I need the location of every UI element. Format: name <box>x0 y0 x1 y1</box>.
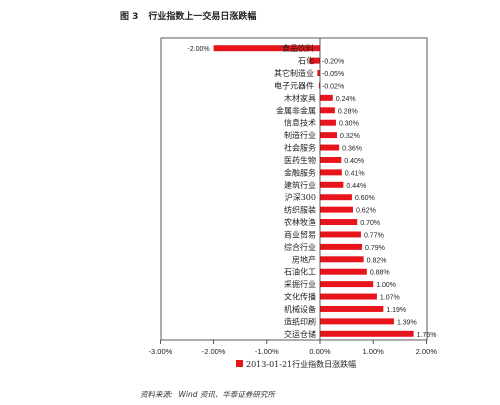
value-label: 0.36% <box>342 146 362 153</box>
bar <box>317 70 320 77</box>
category-label: 建筑行业 <box>284 180 316 190</box>
value-label: 1.07% <box>380 295 400 302</box>
value-label: 1.76% <box>417 332 437 339</box>
bar <box>320 256 364 263</box>
bar <box>320 231 361 238</box>
bar <box>320 268 367 275</box>
x-tick-label: -2.00% <box>202 347 226 356</box>
bar <box>320 305 384 312</box>
category-label: 医药生物 <box>284 155 316 165</box>
value-label: 0.82% <box>367 257 387 264</box>
value-label: -0.20% <box>322 59 344 66</box>
category-label: 房地产 <box>292 254 316 264</box>
category-label: 沪深300 <box>285 192 316 202</box>
x-tick-label: -1.00% <box>255 347 279 356</box>
figure-title-text: 行业指数上一交易日涨跌幅 <box>148 12 257 22</box>
category-label: 交运仓储 <box>284 329 316 339</box>
value-label: 0.62% <box>356 208 376 215</box>
bar <box>320 107 335 114</box>
bar <box>320 144 340 151</box>
value-label: 0.79% <box>365 245 385 252</box>
x-tick-label: 2.00% <box>416 347 438 356</box>
category-label: 金属非金属 <box>276 105 316 115</box>
bar <box>320 94 333 101</box>
x-tick-label: 1.00% <box>363 347 385 356</box>
category-label: 其它制造业 <box>274 68 314 78</box>
value-label: -0.02% <box>322 83 344 90</box>
category-label: 社会服务 <box>284 143 316 153</box>
value-label: -2.00% <box>187 46 209 53</box>
bar <box>320 318 394 325</box>
value-label: 0.70% <box>360 220 380 227</box>
value-label: 1.00% <box>376 282 396 289</box>
category-label: 制造行业 <box>284 130 316 140</box>
bar <box>320 156 342 163</box>
bar <box>320 132 338 139</box>
category-label: 电子元器件 <box>274 80 314 90</box>
plot-frame <box>160 37 428 341</box>
legend-label: 2013-01-21行业指数日涨跌幅 <box>246 359 356 369</box>
value-label: 0.40% <box>344 158 364 165</box>
value-label: -0.05% <box>322 71 344 78</box>
bar <box>320 330 414 337</box>
value-label: 0.24% <box>336 96 356 103</box>
x-tick-label: 0.00% <box>309 347 331 356</box>
category-label: 综合行业 <box>284 242 316 252</box>
category-label: 金融服务 <box>284 167 316 177</box>
category-label: 机械设备 <box>284 304 316 314</box>
value-label: 0.60% <box>355 195 375 202</box>
bar <box>320 293 377 300</box>
bar <box>320 243 363 250</box>
category-label: 木材家具 <box>284 93 316 103</box>
bar <box>320 219 358 226</box>
value-label: 0.44% <box>346 183 366 190</box>
value-label: 0.77% <box>364 232 384 239</box>
bar <box>320 281 374 288</box>
value-label: 0.30% <box>339 121 359 128</box>
category-label: 采掘行业 <box>284 279 316 289</box>
bar <box>320 194 352 201</box>
source-text: Wind 资讯、华泰证券研究所 <box>178 390 275 399</box>
source-label: 资料来源: <box>140 390 173 399</box>
value-label: 0.88% <box>370 270 390 277</box>
bar <box>213 45 320 52</box>
category-label: 文化传播 <box>284 292 316 302</box>
bar <box>309 57 320 64</box>
value-label: 1.39% <box>397 319 417 326</box>
value-label: 0.28% <box>338 108 358 115</box>
source-note: 资料来源: Wind 资讯、华泰证券研究所 <box>140 389 275 400</box>
category-label: 纺织服装 <box>284 205 316 215</box>
figure-number: 图 3 <box>120 12 139 22</box>
bar <box>320 119 336 126</box>
category-label: 造纸印刷 <box>284 316 316 326</box>
bar <box>320 181 344 188</box>
figure-title: 图 3 行业指数上一交易日涨跌幅 <box>120 9 256 22</box>
category-label: 石化 <box>298 56 314 66</box>
bar <box>320 206 353 213</box>
bar <box>318 82 320 89</box>
category-label: 食品饮料 <box>282 43 314 53</box>
category-label: 石油化工 <box>284 267 316 277</box>
value-label: 0.32% <box>340 133 360 140</box>
category-label: 商业贸易 <box>284 229 316 239</box>
value-label: 0.41% <box>345 170 365 177</box>
legend-swatch <box>236 360 243 367</box>
bar <box>320 169 342 176</box>
category-label: 农林牧渔 <box>284 217 316 227</box>
x-tick-label: -3.00% <box>149 347 173 356</box>
value-label: 1.19% <box>386 307 406 314</box>
category-label: 信息技术 <box>284 118 316 128</box>
